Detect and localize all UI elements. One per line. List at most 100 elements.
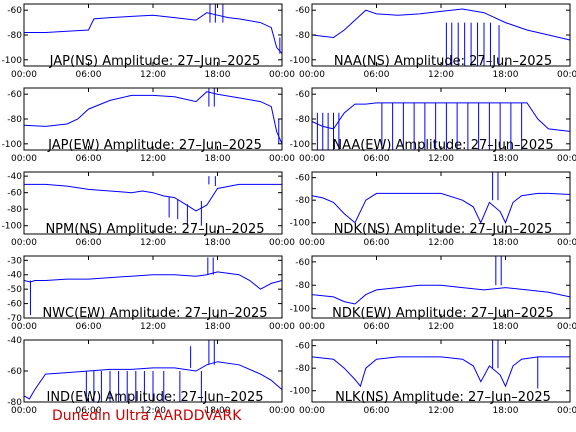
x-tick-label: 12:00 [428,154,454,164]
x-tick-label: 18:00 [493,322,519,332]
x-tick-label: 06:00 [76,322,102,332]
x-tick-label: 18:00 [205,406,231,416]
y-tick-label: -60 [295,258,310,268]
series-line-0 [311,102,571,132]
x-tick-label: 12:00 [140,70,166,80]
panel-title: NAA(EW) Amplitude: 27–Jun–2025 [332,138,553,153]
x-tick-label: 06:00 [76,238,102,248]
series-line-0 [24,12,283,54]
y-tick-label: -40 [7,271,22,281]
y-tick-label: -50 [7,285,22,295]
panel-title: NWC(EW) Amplitude: 27–Jun–2025 [42,306,267,321]
x-tick-label: 06:00 [364,238,390,248]
x-tick-label: 18:00 [205,154,231,164]
panel-title: NDK(NS) Amplitude: 27–Jun–2025 [334,222,553,237]
x-tick-label: 12:00 [140,238,166,248]
x-tick-label: 12:00 [428,406,454,416]
panel-title: NAA(NS) Amplitude: 27–Jun–2025 [334,54,552,69]
y-tick-label: -80 [295,196,310,206]
series-line-0 [24,183,282,212]
y-tick-label: -40 [7,172,22,182]
x-tick-label: 00:00 [11,70,37,80]
y-tick-label: -80 [295,281,310,291]
x-tick-label: 18:00 [205,238,231,248]
x-tick-label: 00:00 [299,406,325,416]
panel-1: -60 -80 -100 00:00 06:00 12:00 18:00 00:00 NAA(N… [290,3,576,80]
x-tick-label: 18:00 [205,322,231,332]
y-tick-label: -80 [7,398,22,408]
y-tick-label: -60 [295,90,310,100]
y-tick-label: -80 [7,115,22,125]
x-tick-label: 00:00 [557,406,576,416]
y-tick-label: -100 [290,387,311,397]
y-tick-label: -30 [7,256,22,266]
x-tick-label: 00:00 [269,70,295,80]
panel-title: NLK(NS) Amplitude: 27–Jun–2025 [335,390,551,405]
series-line-0 [23,271,283,290]
x-tick-label: 00:00 [299,154,325,164]
x-tick-label: 06:00 [364,322,390,332]
panel-title: JAP(NS) Amplitude: 27–Jun–2025 [49,54,261,69]
x-tick-label: 06:00 [364,70,390,80]
x-tick-label: 18:00 [205,70,231,80]
y-tick-label: -100 [290,140,311,150]
x-tick-label: 00:00 [11,238,37,248]
x-tick-label: 12:00 [140,406,166,416]
y-tick-label: -60 [7,300,22,310]
y-tick-label: -80 [295,364,310,374]
y-tick-label: -60 [7,367,22,377]
x-tick-label: 00:00 [557,238,576,248]
x-tick-label: 00:00 [11,406,37,416]
panel-title: IND(EW) Amplitude: 27–Jun–2025 [47,390,264,405]
x-tick-label: 00:00 [11,322,37,332]
x-tick-label: 06:00 [364,154,390,164]
x-tick-label: 00:00 [299,238,325,248]
x-tick-label: 18:00 [493,406,519,416]
panel-5: -60 -80 -100 00:00 06:00 12:00 18:00 00:00 NDK(N… [290,171,576,248]
x-tick-label: 00:00 [557,70,576,80]
y-tick-label: -40 [7,336,22,346]
x-tick-label: 00:00 [557,154,576,164]
y-tick-label: -60 [7,189,22,199]
x-tick-label: 12:00 [140,322,166,332]
y-tick-label: -80 [7,205,22,215]
panel-9: -60 -80 -100 00:00 06:00 12:00 18:00 00:00 NLK(N… [290,339,576,416]
footer-caption: Dunedin Ultra AARDDVARK [52,408,242,424]
y-tick-label: -100 [290,219,311,229]
x-tick-label: 00:00 [269,322,295,332]
x-tick-label: 00:00 [269,406,295,416]
y-tick-label: -60 [7,90,22,100]
x-tick-label: 06:00 [76,70,102,80]
y-tick-label: -60 [295,342,310,352]
x-tick-label: 18:00 [493,154,519,164]
x-tick-label: 00:00 [269,238,295,248]
series-line-0 [311,356,570,388]
series-line-0 [311,8,571,41]
panel-3: -60 -80 -100 00:00 06:00 12:00 18:00 00:00 NAA(E… [290,87,576,164]
y-tick-label: -100 [2,56,23,66]
y-tick-label: -100 [290,305,311,315]
x-tick-label: 12:00 [140,154,166,164]
series-line-0 [311,192,571,224]
panel-title: NDK(EW) Amplitude: 27–Jun–2025 [332,306,554,321]
x-tick-label: 00:00 [11,154,37,164]
x-tick-label: 06:00 [364,406,390,416]
y-tick-label: -60 [7,6,22,16]
panel-title: JAP(EW) Amplitude: 27–Jun–2025 [47,138,262,153]
y-tick-label: -100 [2,222,23,232]
y-tick-label: -80 [295,115,310,125]
x-tick-label: 12:00 [428,70,454,80]
x-tick-label: 06:00 [76,154,102,164]
x-tick-label: 18:00 [493,238,519,248]
x-tick-label: 00:00 [269,154,295,164]
x-tick-label: 06:00 [76,406,102,416]
y-tick-label: -100 [2,140,23,150]
x-tick-label: 18:00 [493,70,519,80]
x-tick-label: 00:00 [557,322,576,332]
series-line-0 [23,361,283,400]
panel-4: -40 -60 -80 -100 00:00 06:00 12:00 18:00 00:00 NP… [2,171,295,248]
series-line-0 [311,284,571,305]
